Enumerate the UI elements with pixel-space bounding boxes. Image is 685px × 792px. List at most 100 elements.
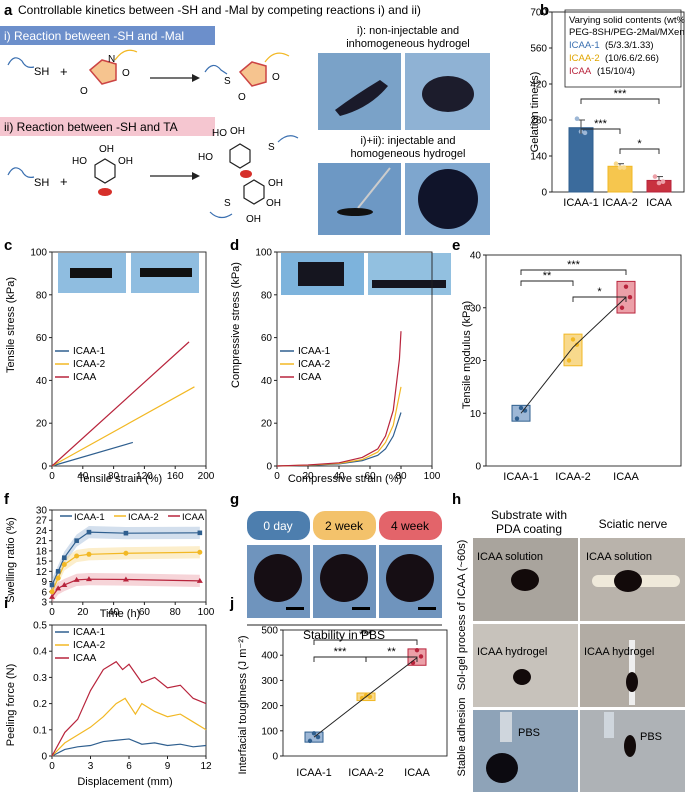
- i-xtick-label: 6: [126, 761, 132, 772]
- j-sig-bracket-1: [313, 639, 418, 645]
- f-marker-2-3: [61, 562, 67, 568]
- f-marker-2-6: [123, 550, 129, 556]
- b-point-1-1: [574, 116, 580, 122]
- d-ytick-label: 40: [261, 376, 273, 387]
- panel-a-title: Controllable kinetics between -SH and -M…: [18, 3, 421, 17]
- h-hydrogel-label-1: ICAA hydrogel: [477, 646, 547, 658]
- ta-ho-label: HO: [72, 156, 87, 167]
- c-ytick-label: 60: [36, 333, 48, 344]
- b-legend-name-1: ICAA-1: [569, 40, 600, 51]
- h-adhered-drop-2: [624, 735, 636, 757]
- d-xtick-label: 100: [424, 471, 441, 482]
- h-solution-label-2: ICAA solution: [586, 551, 652, 563]
- j-sig-label-1: ***: [359, 629, 373, 641]
- f-xtick-label: 60: [139, 607, 151, 618]
- panel-letter-i: i: [4, 595, 8, 612]
- e-ytick-label: 10: [470, 409, 482, 420]
- e-point-3-2: [623, 284, 629, 289]
- prod-ho-label-2: HO: [198, 152, 213, 163]
- reaction2-label: ii) Reaction between -SH and TA: [4, 120, 178, 134]
- panel-g: 0 day 2 week 4 week Stability in PBS: [247, 511, 442, 642]
- j-ytick-label: 200: [261, 701, 278, 712]
- succinimide-ring-icon: [238, 61, 267, 87]
- prod-oh-label-4: OH: [246, 214, 261, 225]
- j-point-3-2: [414, 647, 420, 653]
- f-marker-2-5: [86, 551, 92, 557]
- e-point-1-1: [514, 416, 520, 421]
- b-point-2-1: [613, 161, 619, 167]
- i-legend-label-3: ICAA: [73, 653, 97, 664]
- e-box-2: [563, 333, 583, 367]
- panel-letter-j: j: [229, 595, 234, 612]
- b-xtick-label-3: ICAA: [646, 197, 672, 209]
- f-marker-3-2: [55, 585, 62, 591]
- panel-letter-h: h: [452, 491, 461, 508]
- panel-letter-e: e: [452, 237, 460, 254]
- j-ytick-label: 100: [261, 726, 278, 737]
- g-disc-0day: [254, 554, 302, 602]
- c-xtick-label: 120: [136, 471, 153, 482]
- i-ytick-label: 0.5: [33, 621, 47, 632]
- d-xtick-label: 40: [333, 471, 345, 482]
- i-ytick-label: 0.1: [33, 725, 47, 736]
- e-point-1-2: [518, 405, 524, 411]
- e-point-2-2: [570, 337, 576, 342]
- h-col1-title-1: Substrate with: [491, 508, 567, 522]
- f-marker-1-5: [86, 529, 92, 535]
- d-xtick-label: 60: [364, 471, 376, 482]
- d-xtick-label: 80: [395, 471, 407, 482]
- f-band-2: [52, 546, 200, 598]
- b-legend-ratio-1: (5/3.3/1.33): [605, 40, 654, 51]
- c-sample-2: [140, 268, 192, 277]
- h-adhered-drop-1: [486, 753, 518, 783]
- b-ytick-label: 560: [530, 44, 547, 55]
- mal-o-label-2: O: [122, 68, 130, 79]
- d-sample-1: [298, 262, 344, 286]
- f-ytick-label: 6: [41, 587, 47, 598]
- b-legend-frame: [564, 9, 682, 88]
- e-point-2-3: [574, 342, 580, 347]
- ta-oh-label-1: OH: [99, 144, 114, 155]
- f-marker-3-3: [61, 581, 68, 587]
- d-xtick-label: 20: [302, 471, 314, 482]
- polymer-chain-icon: [7, 57, 35, 68]
- panel-letters: a b c d e f g h i j: [4, 2, 549, 612]
- b-sig-label-1: ***: [614, 88, 628, 100]
- j-point-3-3: [418, 654, 424, 659]
- thiol-label: SH: [34, 66, 49, 78]
- c-xtick-label: 0: [49, 471, 55, 482]
- product-o-label-1: O: [238, 92, 246, 103]
- j-frame: [282, 629, 448, 757]
- d-series-3-line: [276, 331, 402, 467]
- b-point-3-2: [656, 180, 662, 186]
- g-badge-2week: [313, 511, 376, 540]
- h-row-label: Sol-gel process of ICAA (~60s): [456, 540, 468, 691]
- j-xtick-label-2: ICAA-2: [348, 767, 383, 779]
- panel-letter-a: a: [4, 2, 13, 19]
- f-xtick-label: 80: [170, 607, 182, 618]
- c-xtick-label: 80: [108, 471, 120, 482]
- c-ytick-label: 0: [41, 462, 47, 473]
- d-photo-2: [368, 253, 451, 295]
- arrow-head-2-icon: [192, 172, 200, 180]
- e-xtick-label-1: ICAA-1: [503, 471, 538, 483]
- h-row3-label: Stable adhesion: [456, 698, 468, 777]
- b-legend-name-2: ICAA-2: [569, 53, 600, 64]
- c-series-2-line: [51, 386, 195, 467]
- f-xtick-label: 100: [198, 607, 215, 618]
- b-legend-name-3: ICAA: [569, 66, 592, 77]
- e-ytick-label: 30: [470, 303, 482, 314]
- d-ytick-label: 0: [266, 462, 272, 473]
- c-ytick-label: 40: [36, 376, 48, 387]
- h-col2-title: Sciatic nerve: [599, 517, 668, 531]
- c-legend-label-3: ICAA: [73, 372, 97, 383]
- g-label-4week: 4 week: [391, 519, 430, 533]
- i-xlabel: Displacement (mm): [77, 776, 172, 788]
- h-pipette-1: [500, 712, 512, 742]
- h-hydrogel-label-2: ICAA hydrogel: [584, 646, 654, 658]
- product-ring-top-icon: [229, 143, 251, 169]
- mal-n-label: N: [108, 54, 115, 65]
- g-caption: Stability in PBS: [303, 628, 385, 642]
- f-ytick-label: 24: [36, 526, 48, 537]
